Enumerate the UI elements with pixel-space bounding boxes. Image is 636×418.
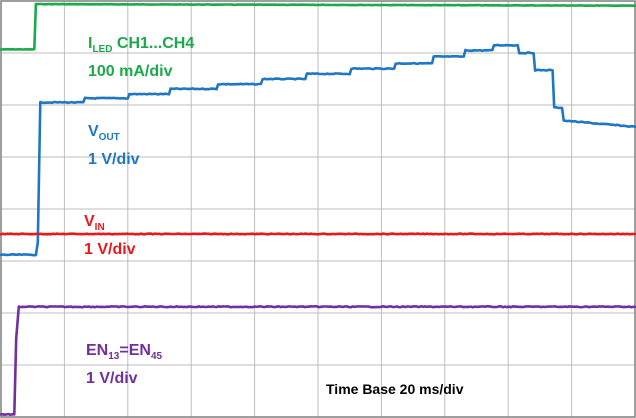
series-label-en: EN13=EN45 <box>86 342 162 362</box>
time-base-label: Time Base 20 ms/div <box>326 381 464 397</box>
trace-iled <box>0 2 636 51</box>
series-label-vin: VIN <box>84 213 105 233</box>
series-label-iled: ILED CH1...CH4 <box>88 35 194 55</box>
trace-vout <box>0 43 636 257</box>
series-scale-iled: 100 mA/div <box>88 63 173 80</box>
trace-en <box>0 305 636 417</box>
trace-vin <box>0 232 636 236</box>
series-scale-en: 1 V/div <box>86 370 138 387</box>
series-scale-vin: 1 V/div <box>84 241 136 258</box>
series-label-vout: VOUT <box>88 123 120 143</box>
series-scale-vout: 1 V/div <box>88 151 140 168</box>
